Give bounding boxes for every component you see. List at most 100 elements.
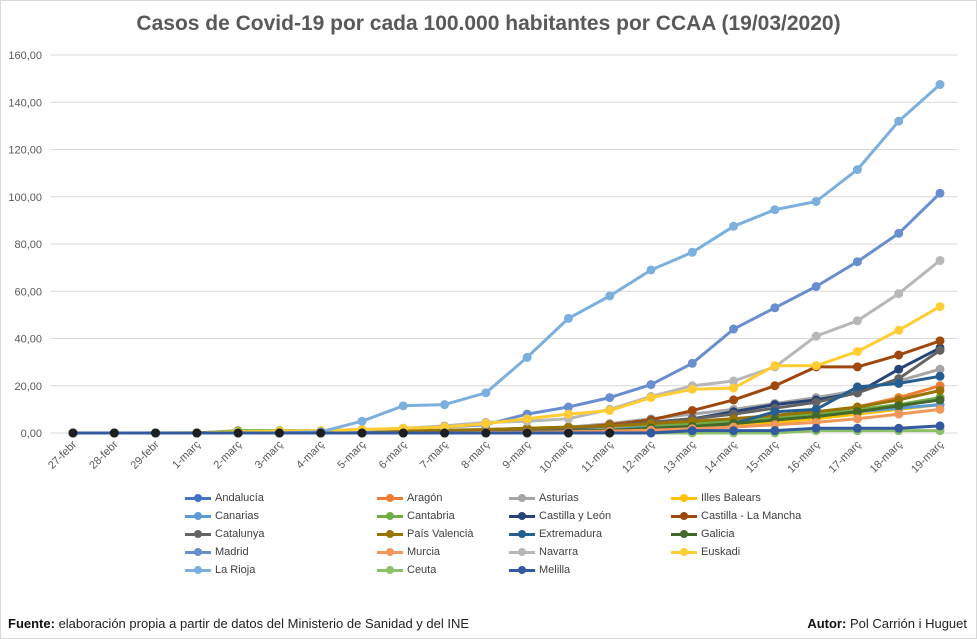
source-note: Fuente: elaboración propia a partir de d… bbox=[8, 616, 469, 631]
data-point bbox=[233, 428, 243, 438]
y-axis-tick-labels: 0,00 20,00 40,00 60,00 80,00 100,00 120,00 140,… bbox=[8, 50, 42, 440]
data-point bbox=[605, 406, 615, 416]
x-tick-label: 7-març bbox=[418, 438, 451, 471]
data-point bbox=[894, 116, 904, 126]
legend-swatch bbox=[671, 511, 697, 520]
legend-swatch bbox=[377, 493, 403, 502]
source-text: elaboración propia a partir de datos del… bbox=[54, 616, 470, 631]
data-point bbox=[894, 364, 904, 374]
x-tick-label: 6-març bbox=[377, 438, 410, 471]
data-point bbox=[852, 257, 862, 267]
data-point bbox=[522, 414, 532, 424]
data-point bbox=[687, 247, 697, 257]
data-point bbox=[770, 205, 780, 215]
data-point bbox=[935, 404, 945, 414]
x-axis-tick-labels: 27-febr 28-febr 29-febr 1-març 2-març 3-març 4… bbox=[46, 438, 946, 475]
data-point bbox=[440, 428, 450, 438]
legend-swatch bbox=[185, 547, 211, 556]
data-point bbox=[729, 324, 739, 334]
legend-item: Euskadi bbox=[671, 543, 740, 560]
legend-swatch bbox=[671, 547, 697, 556]
data-point bbox=[605, 428, 615, 438]
legend-label: Extremadura bbox=[539, 527, 602, 540]
x-tick-label: 4-març bbox=[294, 438, 327, 471]
data-point bbox=[811, 423, 821, 433]
x-tick-label: 2-març bbox=[212, 438, 245, 471]
x-tick-label: 29-febr bbox=[129, 438, 162, 471]
data-point bbox=[729, 426, 739, 436]
legend-label: Andalucía bbox=[215, 491, 264, 504]
legend-label: Asturias bbox=[539, 491, 579, 504]
x-tick-label: 13-març bbox=[661, 438, 698, 475]
legend-item: Navarra bbox=[509, 543, 578, 560]
legend-item: Andalucía bbox=[185, 489, 264, 506]
x-tick-label: 10-març bbox=[538, 438, 575, 475]
chart-title: Casos de Covid-19 por cada 100.000 habit… bbox=[136, 12, 841, 35]
legend-item: País Valencià bbox=[377, 525, 473, 542]
data-point bbox=[646, 428, 656, 438]
legend-swatch bbox=[509, 547, 535, 556]
y-tick-label: 120,00 bbox=[8, 145, 42, 157]
data-point bbox=[481, 428, 491, 438]
legend-label: La Rioja bbox=[215, 563, 256, 576]
x-tick-label: 9-març bbox=[501, 438, 534, 471]
legend-swatch bbox=[377, 565, 403, 574]
y-tick-label: 80,00 bbox=[14, 239, 42, 251]
data-point bbox=[811, 361, 821, 371]
legend-swatch bbox=[377, 547, 403, 556]
data-point bbox=[852, 165, 862, 175]
legend-label: Galicia bbox=[701, 527, 735, 540]
data-point bbox=[935, 256, 945, 266]
y-tick-label: 60,00 bbox=[14, 286, 42, 298]
data-point bbox=[729, 383, 739, 393]
legend-swatch bbox=[509, 529, 535, 538]
x-tick-label: 14-març bbox=[703, 438, 740, 475]
data-point bbox=[522, 428, 532, 438]
data-point bbox=[811, 196, 821, 206]
data-point bbox=[398, 428, 408, 438]
data-point bbox=[770, 407, 780, 417]
x-tick-label: 11-març bbox=[579, 438, 616, 475]
data-point bbox=[729, 395, 739, 405]
data-point bbox=[894, 325, 904, 335]
legend-item: Asturias bbox=[509, 489, 579, 506]
data-point bbox=[894, 228, 904, 238]
data-point bbox=[852, 414, 862, 424]
legend-item: Cantabria bbox=[377, 507, 455, 524]
legend-label: Catalunya bbox=[215, 527, 265, 540]
data-point bbox=[935, 345, 945, 355]
legend-label: Euskadi bbox=[701, 545, 741, 558]
data-point bbox=[935, 385, 945, 395]
data-point bbox=[687, 426, 697, 436]
legend-item: Ceuta bbox=[377, 561, 436, 578]
x-tick-label: 15-març bbox=[744, 438, 781, 475]
legend-swatch bbox=[185, 493, 211, 502]
data-point bbox=[770, 381, 780, 391]
legend-swatch bbox=[377, 529, 403, 538]
legend-item: Murcia bbox=[377, 543, 440, 560]
data-point bbox=[894, 378, 904, 388]
data-point bbox=[894, 350, 904, 360]
data-point bbox=[646, 393, 656, 403]
legend-item: La Rioja bbox=[185, 561, 255, 578]
legend-item: Extremadura bbox=[509, 525, 602, 542]
x-tick-label: 27-febr bbox=[46, 438, 79, 471]
data-point bbox=[770, 361, 780, 371]
x-tick-label: 16-març bbox=[785, 438, 822, 475]
data-point bbox=[687, 406, 697, 416]
legend-label: Ceuta bbox=[407, 563, 437, 576]
data-point bbox=[935, 302, 945, 312]
data-point bbox=[935, 188, 945, 198]
series-lines bbox=[68, 80, 945, 438]
legend-swatch bbox=[185, 511, 211, 520]
legend-item: Aragón bbox=[377, 489, 442, 506]
legend-label: País Valencià bbox=[407, 527, 474, 540]
data-point bbox=[109, 428, 119, 438]
data-point bbox=[481, 388, 491, 398]
data-point bbox=[935, 421, 945, 431]
data-point bbox=[852, 382, 862, 392]
data-point bbox=[894, 289, 904, 299]
data-point bbox=[522, 352, 532, 362]
data-point bbox=[894, 409, 904, 419]
legend-label: Illes Balears bbox=[701, 491, 761, 504]
